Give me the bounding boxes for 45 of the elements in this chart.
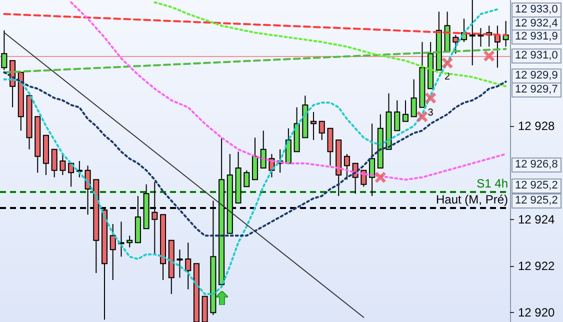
candlestick: [110, 224, 116, 280]
candlestick: [452, 34, 459, 54]
text: 12 933,0: [515, 4, 558, 16]
candlestick: [360, 170, 367, 188]
line-series: [154, 1, 507, 88]
candlestick: [244, 170, 250, 188]
ref-line-label: S1 4h: [476, 176, 508, 190]
text: 12 931,0: [515, 50, 558, 62]
text: 12 929,7: [515, 84, 558, 96]
y-tick-label: 12 924: [518, 212, 556, 226]
candlestick: [469, 0, 476, 66]
candlestick: [310, 112, 317, 140]
point: [442, 58, 453, 68]
candlestick: [318, 120, 325, 140]
candlestick: [185, 242, 192, 290]
text: 12 925,2: [515, 194, 558, 206]
y-tick-label: 12 922: [518, 259, 556, 273]
candlestick: [327, 128, 334, 166]
y-tick-label: 12 928: [518, 119, 556, 133]
candlestick: [344, 154, 350, 180]
point: [484, 50, 495, 62]
candlestick: [260, 130, 266, 168]
candlestick: [60, 154, 66, 176]
y-tick-label: 12 920: [518, 306, 556, 320]
candlestick: [410, 78, 417, 118]
candlestick: [394, 100, 400, 132]
text: 12 926,8: [515, 158, 558, 170]
candlestick: [369, 123, 376, 196]
candlestick: [252, 137, 258, 180]
candlestick: [126, 235, 133, 248]
line-series: [3, 71, 507, 237]
text: 12 929,9: [515, 70, 558, 82]
text: 12 925,2: [515, 180, 558, 192]
text: 12 932,4: [515, 18, 558, 30]
point: [425, 92, 436, 104]
candlestick: [51, 148, 58, 178]
candlestick: [402, 100, 408, 122]
candlestick: [176, 249, 183, 278]
candlestick: [478, 28, 484, 48]
text: 12 931,9: [515, 30, 558, 42]
point: [416, 111, 428, 122]
annotation: 3: [428, 108, 434, 118]
candlestick: [1, 30, 8, 70]
point: [374, 172, 386, 183]
ref-line-label: Haut (M, Pré): [436, 192, 508, 207]
